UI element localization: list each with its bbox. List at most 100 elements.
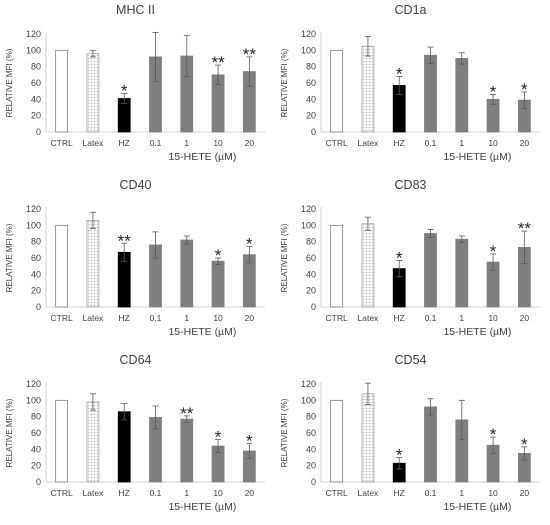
category-label-1: 1 bbox=[184, 138, 189, 148]
category-label-ctrl: CTRL bbox=[326, 488, 348, 498]
category-label-latex: Latex bbox=[83, 313, 105, 323]
x-axis-label-cd54: 15-HETE (µM) bbox=[443, 501, 511, 513]
y-tick-label: 20 bbox=[306, 461, 316, 471]
y-tick-label: 120 bbox=[301, 379, 316, 389]
category-label-0-1: 0.1 bbox=[150, 138, 162, 148]
y-tick-label: 60 bbox=[306, 78, 316, 88]
category-label-10: 10 bbox=[213, 313, 223, 323]
y-tick-label: 120 bbox=[26, 29, 41, 39]
chart-title-cd40: CD40 bbox=[120, 178, 152, 192]
chart-title-mhc-ii: MHC II bbox=[116, 3, 155, 17]
significance-mark-20: * bbox=[246, 432, 253, 451]
category-label-1: 1 bbox=[184, 313, 189, 323]
y-tick-label: 100 bbox=[301, 45, 316, 55]
bar-0-1 bbox=[424, 54, 437, 133]
category-label-0-1: 0.1 bbox=[425, 138, 437, 148]
y-tick-label: 100 bbox=[301, 395, 316, 405]
category-label-ctrl: CTRL bbox=[326, 138, 348, 148]
x-axis-label-mhc-ii: 15-HETE (µM) bbox=[168, 151, 236, 163]
y-tick-label: 0 bbox=[36, 477, 41, 487]
significance-mark-10: ** bbox=[211, 53, 225, 72]
y-tick-label: 60 bbox=[306, 428, 316, 438]
category-label-ctrl: CTRL bbox=[51, 488, 73, 498]
category-label-20: 20 bbox=[245, 313, 255, 323]
y-tick-label: 60 bbox=[31, 78, 41, 88]
y-tick-label: 40 bbox=[306, 269, 316, 279]
significance-mark-hz: ** bbox=[118, 231, 132, 250]
category-label-latex: Latex bbox=[358, 313, 380, 323]
y-tick-label: 0 bbox=[36, 127, 41, 137]
category-label-0-1: 0.1 bbox=[150, 488, 162, 498]
x-axis-label-cd1a: 15-HETE (µM) bbox=[443, 151, 511, 163]
bar-latex bbox=[361, 393, 375, 483]
y-axis-label-cd83: RELATIVE MFI (%) bbox=[280, 223, 289, 292]
bar-0-1 bbox=[424, 406, 437, 483]
category-label-10: 10 bbox=[213, 138, 223, 148]
bar-1 bbox=[180, 239, 194, 308]
category-label-10: 10 bbox=[488, 313, 498, 323]
chart-panel-cd64: CD64 RELATIVE MFI (%) 0 20 40 60 80 100 120 CTRL L… bbox=[0, 350, 275, 525]
category-label-ctrl: CTRL bbox=[51, 313, 73, 323]
y-axis-label-cd54: RELATIVE MFI (%) bbox=[280, 398, 289, 467]
y-tick-label: 0 bbox=[311, 127, 316, 137]
y-tick-label: 0 bbox=[311, 477, 316, 487]
bar-10 bbox=[211, 260, 225, 308]
chart-panel-cd40: CD40 RELATIVE MFI (%) 0 20 40 60 80 100 120 CTRL L… bbox=[0, 175, 275, 350]
significance-mark-10: * bbox=[490, 425, 497, 444]
category-label-0-1: 0.1 bbox=[150, 313, 162, 323]
chart-panel-cd83: CD83 RELATIVE MFI (%) 0 20 40 60 80 100 120 CTRL L… bbox=[275, 175, 550, 350]
significance-mark-hz: * bbox=[396, 248, 403, 267]
category-label-20: 20 bbox=[245, 138, 255, 148]
category-label-latex: Latex bbox=[83, 138, 105, 148]
category-label-latex: Latex bbox=[358, 488, 380, 498]
bar-hz bbox=[117, 411, 131, 483]
category-label-hz: HZ bbox=[394, 313, 405, 323]
category-label-0-1: 0.1 bbox=[425, 313, 437, 323]
significance-mark-hz: * bbox=[396, 64, 403, 83]
y-tick-label: 40 bbox=[306, 94, 316, 104]
category-label-hz: HZ bbox=[119, 313, 130, 323]
significance-mark-20: * bbox=[521, 435, 528, 454]
y-tick-label: 80 bbox=[31, 412, 41, 422]
category-label-1: 1 bbox=[459, 138, 464, 148]
chart-panel-cd1a: CD1a RELATIVE MFI (%) 0 20 40 60 80 100 120 CTRL L… bbox=[275, 0, 550, 175]
bar-ctrl bbox=[55, 49, 69, 133]
y-tick-label: 20 bbox=[31, 111, 41, 121]
y-tick-label: 40 bbox=[31, 269, 41, 279]
y-tick-label: 100 bbox=[301, 220, 316, 230]
y-tick-label: 80 bbox=[306, 62, 316, 72]
category-label-hz: HZ bbox=[394, 138, 405, 148]
y-tick-label: 120 bbox=[301, 29, 316, 39]
y-tick-label: 40 bbox=[306, 444, 316, 454]
x-axis-label-cd83: 15-HETE (µM) bbox=[443, 326, 511, 338]
bar-latex bbox=[361, 223, 375, 308]
y-tick-label: 100 bbox=[26, 395, 41, 405]
y-tick-label: 0 bbox=[311, 302, 316, 312]
bar-ctrl bbox=[330, 224, 344, 308]
bar-latex bbox=[361, 45, 375, 133]
y-tick-label: 60 bbox=[31, 428, 41, 438]
y-tick-label: 80 bbox=[31, 62, 41, 72]
significance-mark-hz: * bbox=[121, 82, 128, 101]
bar-ctrl bbox=[55, 399, 69, 483]
y-tick-label: 20 bbox=[31, 286, 41, 296]
category-label-10: 10 bbox=[488, 488, 498, 498]
category-label-20: 20 bbox=[520, 313, 530, 323]
chart-panel-cd54: CD54 RELATIVE MFI (%) 0 20 40 60 80 100 120 CTRL L… bbox=[275, 350, 550, 525]
y-tick-label: 60 bbox=[31, 253, 41, 263]
bar-1 bbox=[455, 58, 469, 133]
bar-ctrl bbox=[55, 224, 69, 308]
x-axis-label-cd40: 15-HETE (µM) bbox=[168, 326, 236, 338]
category-label-hz: HZ bbox=[394, 488, 405, 498]
y-tick-label: 40 bbox=[31, 444, 41, 454]
chart-panel-mhc-ii: MHC II RELATIVE MFI (%) 0 20 40 60 80 100 120 CTR… bbox=[0, 0, 275, 175]
bar-1 bbox=[455, 238, 469, 308]
x-axis-label-cd64: 15-HETE (µM) bbox=[168, 501, 236, 513]
significance-mark-20: ** bbox=[243, 45, 257, 64]
chart-title-cd54: CD54 bbox=[395, 353, 427, 367]
category-label-1: 1 bbox=[459, 488, 464, 498]
category-label-0-1: 0.1 bbox=[425, 488, 437, 498]
